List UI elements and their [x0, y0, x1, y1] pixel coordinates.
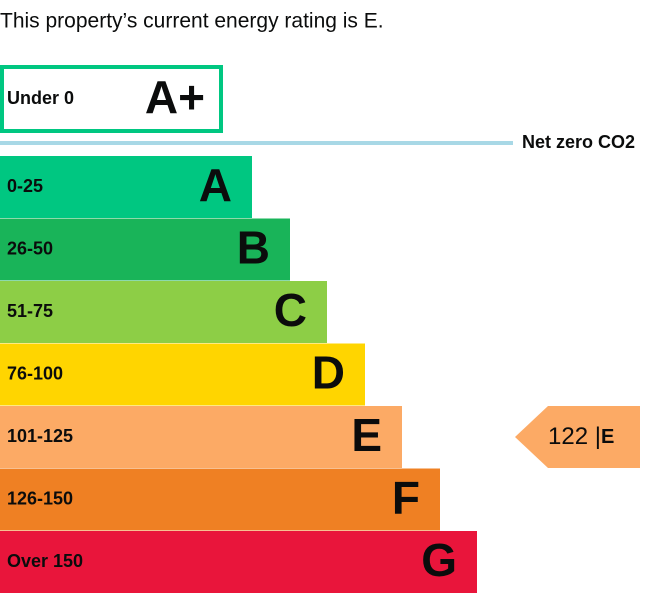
band-letter: B — [237, 222, 270, 274]
band — [0, 531, 477, 593]
band-range: 126-150 — [7, 488, 73, 508]
band — [0, 281, 327, 343]
current-letter: E — [601, 426, 614, 448]
band-range: 101-125 — [7, 426, 73, 446]
band-letter: G — [421, 534, 457, 586]
band — [0, 468, 440, 531]
band-letter: E — [351, 409, 382, 461]
band — [0, 343, 365, 406]
current-score: 122 — [548, 423, 588, 450]
separator: | — [588, 423, 601, 450]
band-range: Under 0 — [7, 88, 74, 108]
band-range: 51-75 — [7, 301, 53, 321]
band-letter: D — [312, 347, 345, 399]
band-range: 0-25 — [7, 176, 43, 196]
band-range: 76-100 — [7, 363, 63, 383]
band — [0, 156, 252, 218]
current-rating: 122 |E — [548, 423, 614, 450]
band-range: 26-50 — [7, 238, 53, 258]
current-arrow — [515, 406, 640, 468]
intro: This property’s current energy rating is… — [0, 10, 384, 33]
top-band — [0, 65, 223, 133]
band — [0, 218, 290, 281]
band-letter: A+ — [145, 71, 205, 123]
bands: 0-25 A 26-50 B 51-75 C 76-100 D 101-125 E 126-150 F… — [0, 156, 477, 593]
net-zero-label: Net zero CO2 — [522, 132, 635, 152]
band-letter: C — [274, 284, 307, 336]
band — [0, 406, 402, 468]
band-letter: F — [392, 472, 420, 524]
band-range: Over 150 — [7, 551, 83, 571]
band-letter: A — [199, 159, 232, 211]
